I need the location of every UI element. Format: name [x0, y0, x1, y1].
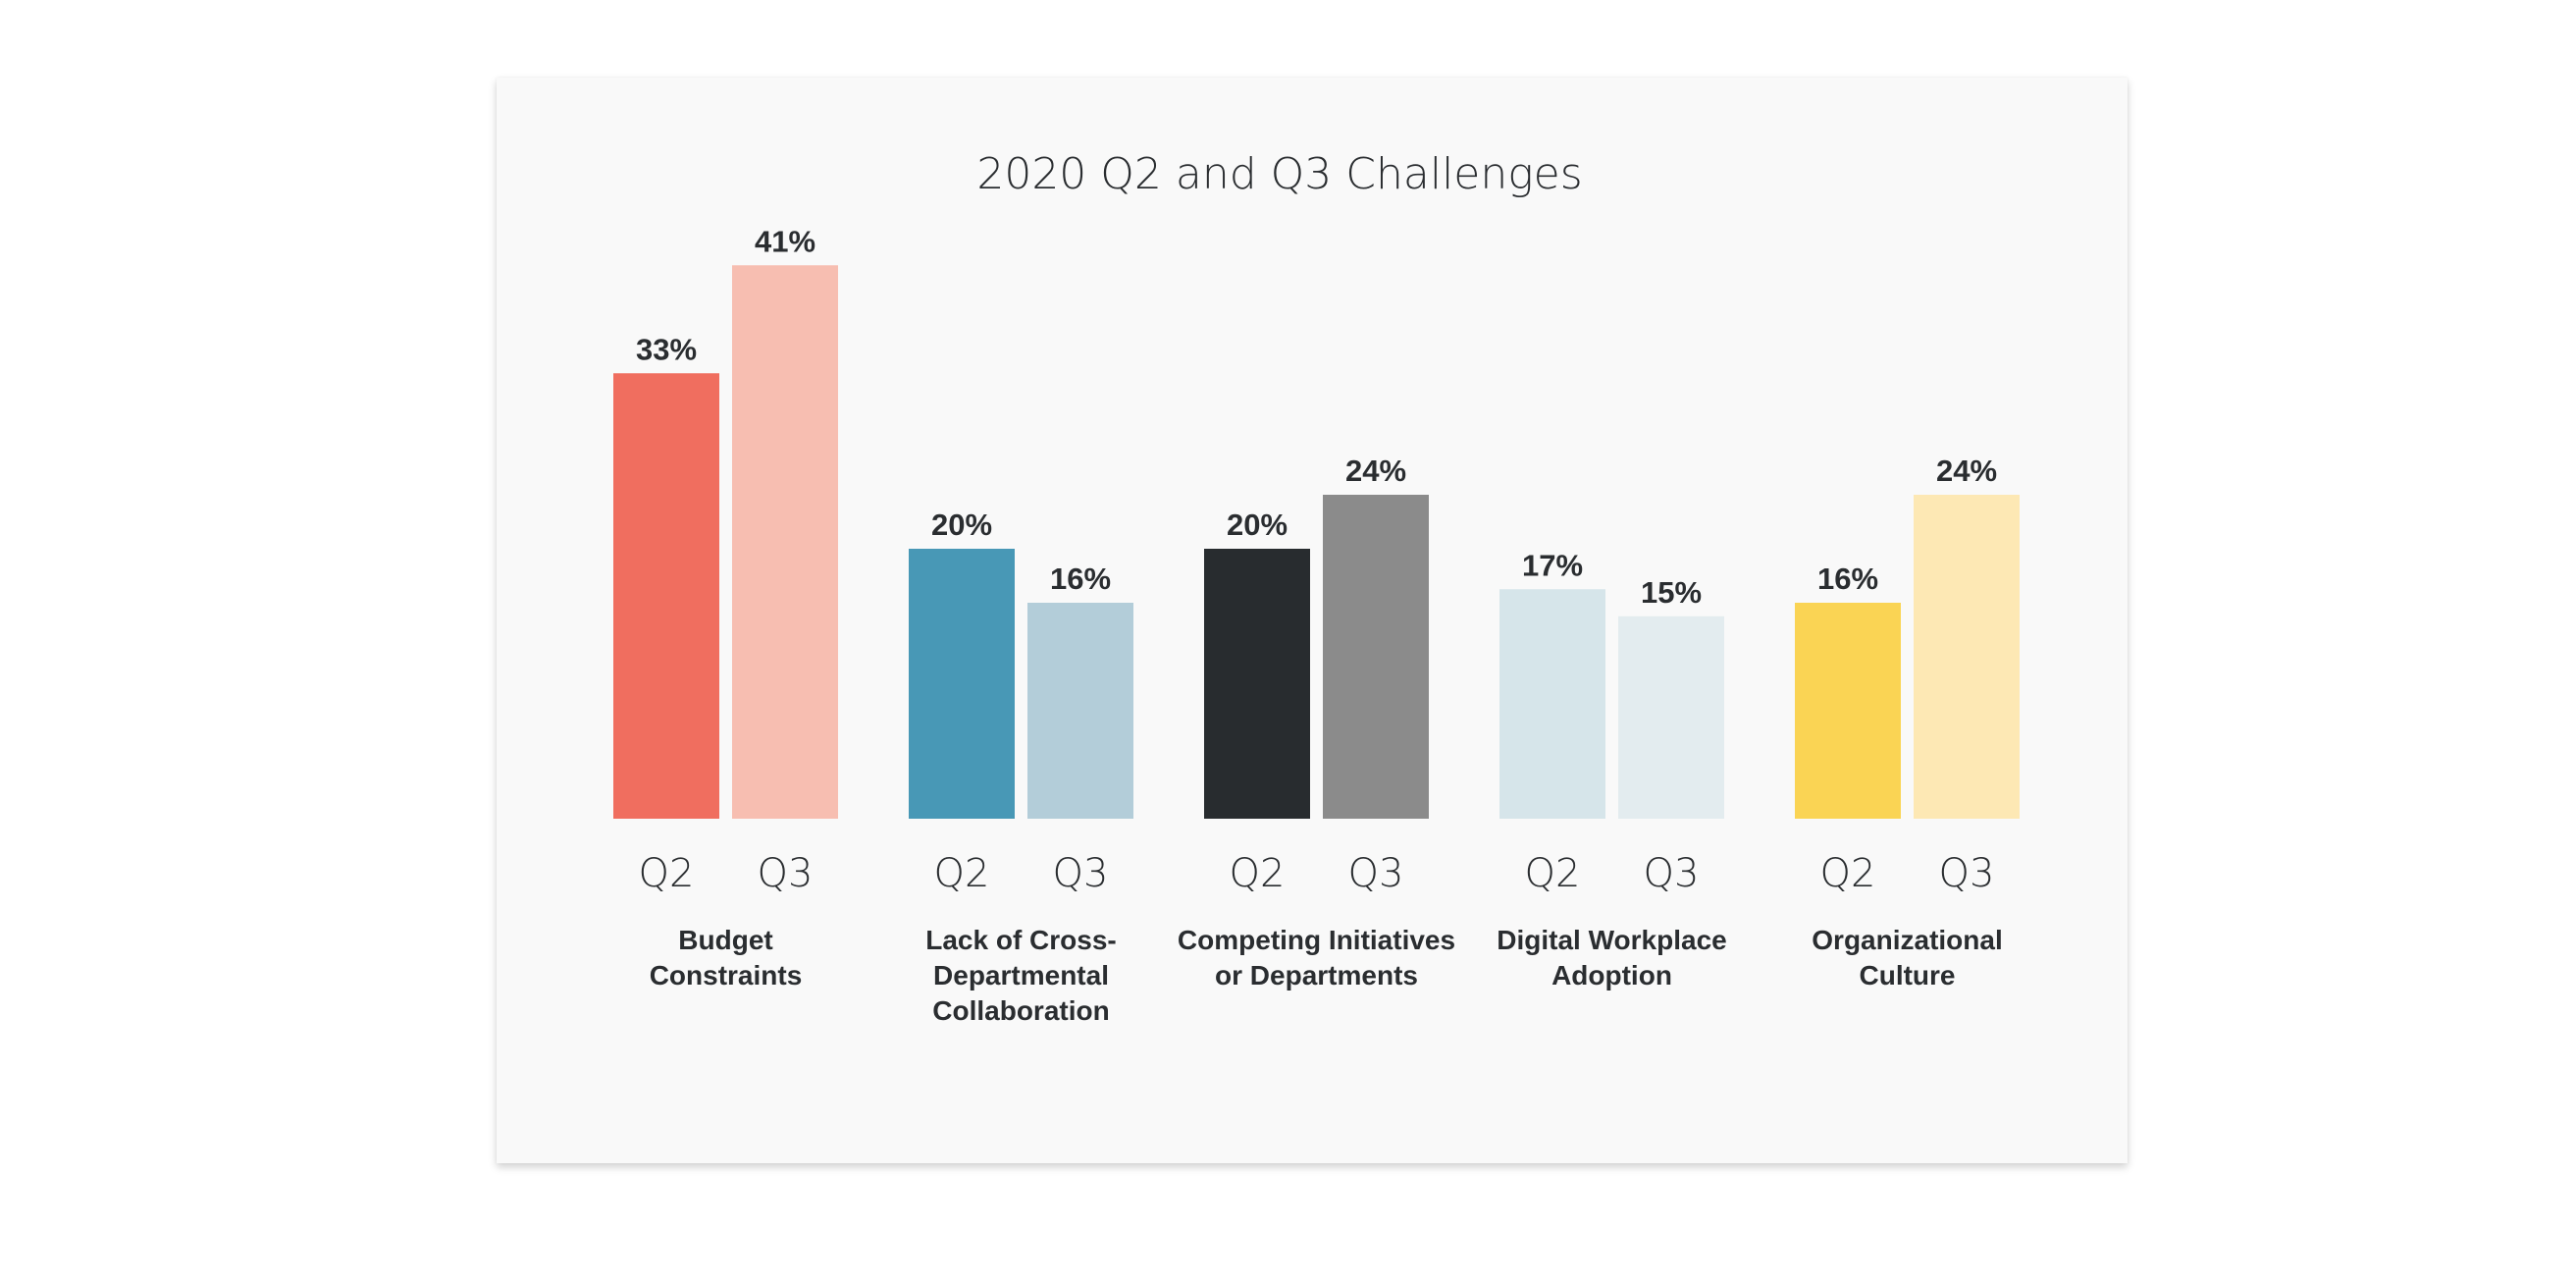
category-label: Budget Constraints: [650, 925, 803, 991]
category-label: Competing Initiatives or Departments: [1178, 925, 1455, 991]
bar-group: 17% Q2 15% Q3 Digital Workplace Adoption: [1497, 548, 1726, 991]
bar-value-label: 24%: [1936, 454, 1997, 488]
category-label-line: Organizational: [1812, 925, 2002, 955]
category-label-line: Culture: [1860, 960, 1956, 991]
bar-group: 20% Q2 24% Q3 Competing Initiatives or Depart…: [1178, 454, 1455, 991]
x-tick-label: Q2: [639, 851, 695, 896]
bar-q3: [732, 265, 838, 819]
category-label-line: Budget: [678, 925, 772, 955]
category-label-line: or Departments: [1215, 960, 1418, 991]
category-label: Organizational Culture: [1812, 925, 2002, 991]
bar-q3: [1027, 603, 1133, 819]
bar-value-label: 16%: [1817, 562, 1878, 596]
category-label-line: Constraints: [650, 960, 803, 991]
bar-group: 20% Q2 16% Q3 Lack of Cross- Departmental Coll…: [909, 508, 1133, 1026]
bar-group: 16% Q2 24% Q3 Organizational Culture: [1795, 454, 2020, 991]
bar-value-label: 20%: [931, 508, 992, 542]
chart-title: 2020 Q2 and Q3 Challenges: [976, 149, 1582, 199]
bar-q2: [1499, 589, 1605, 819]
bar-q2: [613, 373, 719, 819]
category-label: Digital Workplace Adoption: [1497, 925, 1726, 991]
x-tick-label: Q2: [1820, 851, 1876, 896]
category-label-line: Collaboration: [932, 995, 1109, 1026]
category-label-line: Competing Initiatives: [1178, 925, 1455, 955]
bar-q2: [1204, 549, 1310, 819]
x-tick-label: Q3: [1348, 851, 1404, 896]
bar-value-label: 17%: [1522, 548, 1583, 582]
bars-layer: 33% Q2 41% Q3 Budget Constraints 20% Q2 16% Q3 Lac…: [613, 224, 2020, 1026]
bar-value-label: 41%: [755, 224, 815, 258]
bar-value-label: 15%: [1641, 575, 1702, 610]
category-label-line: Lack of Cross-: [925, 925, 1117, 955]
x-tick-label: Q3: [1053, 851, 1109, 896]
bar-value-label: 24%: [1345, 454, 1406, 488]
x-tick-label: Q3: [1939, 851, 1995, 896]
bar-q3: [1323, 495, 1429, 819]
category-label-line: Adoption: [1551, 960, 1672, 991]
x-tick-label: Q2: [934, 851, 990, 896]
category-label-line: Digital Workplace: [1497, 925, 1726, 955]
bar-q2: [1795, 603, 1901, 819]
x-tick-label: Q3: [1644, 851, 1700, 896]
category-label: Lack of Cross- Departmental Collaboration: [925, 925, 1117, 1026]
category-label-line: Departmental: [933, 960, 1109, 991]
bar-group: 33% Q2 41% Q3 Budget Constraints: [613, 224, 838, 991]
x-tick-label: Q2: [1230, 851, 1286, 896]
bar-value-label: 20%: [1227, 508, 1288, 542]
bar-value-label: 16%: [1050, 562, 1111, 596]
bar-q3: [1914, 495, 2020, 819]
bar-q3: [1618, 616, 1724, 819]
x-tick-label: Q2: [1525, 851, 1581, 896]
bar-value-label: 33%: [636, 332, 697, 366]
x-tick-label: Q3: [758, 851, 814, 896]
bar-q2: [909, 549, 1015, 819]
